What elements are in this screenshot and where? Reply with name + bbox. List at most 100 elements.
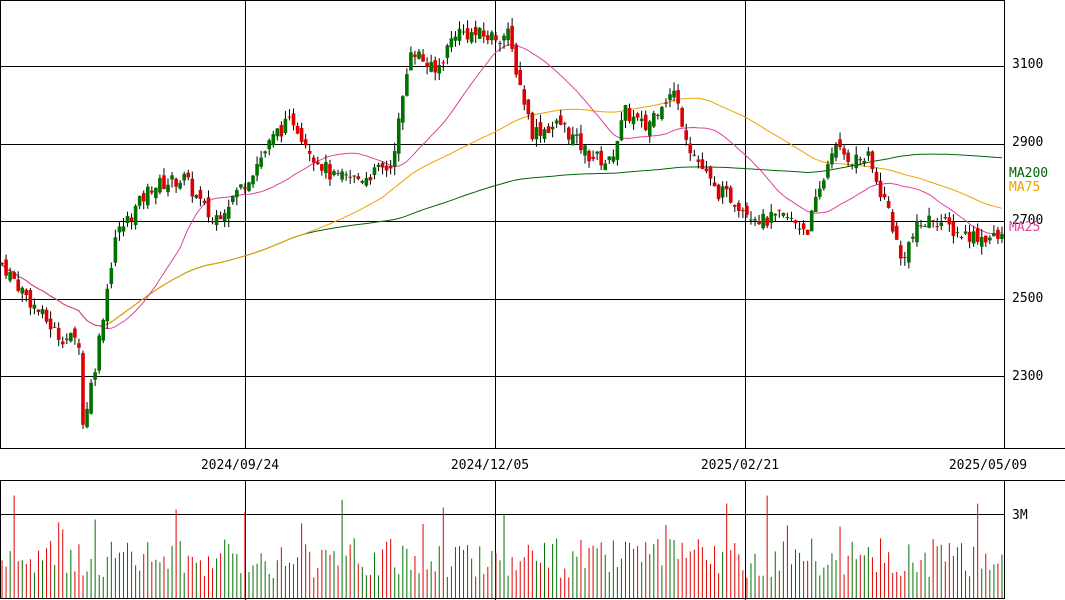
candle-body	[757, 220, 761, 225]
volume-panel-frame	[0, 480, 1005, 599]
candle-body	[4, 259, 8, 276]
candle-body	[60, 341, 65, 345]
candle-body	[490, 32, 494, 41]
candle-body	[117, 226, 122, 233]
candle-body	[688, 143, 693, 154]
candle-body	[749, 219, 753, 221]
candle-body	[623, 105, 628, 121]
volume-bars	[1, 495, 1003, 598]
candle-body	[36, 309, 41, 313]
candle-body	[680, 108, 684, 127]
candle-body	[267, 140, 272, 150]
candle-body	[97, 335, 101, 371]
candle-body	[935, 226, 940, 228]
candle-body	[554, 120, 559, 124]
candle-body	[996, 229, 1000, 239]
candle-body	[376, 164, 381, 167]
candle-body	[550, 126, 555, 130]
candle-body	[283, 118, 288, 133]
candle-body	[388, 166, 393, 169]
candle-body	[826, 164, 830, 178]
candle-body	[619, 120, 624, 141]
candle-body	[186, 172, 191, 178]
candle-body	[967, 231, 972, 242]
candle-body	[647, 121, 652, 136]
candle-body	[761, 213, 765, 229]
x-tick-label-2025-05-09: 2025/05/09	[949, 458, 1027, 473]
candle-body	[210, 221, 215, 223]
candle-body	[639, 118, 644, 122]
candle-body	[789, 217, 794, 219]
candle-body	[886, 200, 891, 208]
candle-body	[542, 129, 547, 139]
candle-body	[830, 153, 834, 165]
candle-body	[154, 187, 158, 199]
candle-body	[627, 108, 632, 122]
candle-body	[287, 116, 292, 118]
candle-body	[291, 113, 296, 126]
candle-body	[607, 156, 612, 160]
candle-body	[992, 232, 996, 237]
candle-body	[190, 178, 195, 197]
candle-body	[700, 159, 705, 170]
y-tick-label-2300: 2300	[1012, 369, 1043, 384]
y-tick-label-2700: 2700	[1012, 213, 1043, 228]
candle-body	[413, 54, 417, 57]
candle-body	[704, 168, 709, 172]
candle-body	[170, 175, 174, 180]
candle-body	[518, 70, 523, 86]
ma-line-ma25	[1, 44, 1003, 329]
candle-body	[983, 235, 988, 243]
candle-body	[81, 353, 85, 425]
candle-body	[777, 209, 782, 211]
candle-body	[979, 236, 984, 247]
candle-body	[461, 31, 466, 33]
candle-body	[437, 65, 442, 74]
candle-body	[571, 134, 575, 146]
candle-body	[514, 44, 518, 75]
candle-body	[315, 161, 320, 165]
candle-body	[668, 94, 672, 101]
candlesticks	[0, 18, 1004, 429]
candle-body	[226, 206, 231, 219]
candle-body	[40, 309, 45, 315]
candle-body	[93, 372, 97, 380]
candle-body	[0, 263, 4, 265]
candle-body	[728, 187, 733, 203]
candle-body	[822, 180, 826, 189]
candle-body	[255, 164, 259, 176]
candle-body	[579, 133, 583, 151]
candle-body	[64, 338, 69, 340]
candle-body	[158, 178, 162, 193]
candle-body	[425, 62, 429, 67]
candle-body	[724, 185, 729, 190]
candle-body	[445, 45, 450, 58]
candle-body	[911, 236, 915, 239]
candle-body	[951, 221, 956, 237]
candle-body	[862, 160, 867, 164]
candle-body	[332, 171, 336, 175]
candle-body	[340, 171, 344, 180]
candle-body	[360, 180, 365, 183]
candle-body	[773, 213, 778, 216]
candle-body	[919, 225, 923, 227]
candle-body	[797, 228, 802, 230]
candle-body	[129, 217, 134, 222]
candle-body	[652, 113, 656, 127]
candle-body	[732, 204, 737, 207]
candle-body	[178, 182, 182, 189]
candle-body	[486, 35, 490, 41]
candle-body	[28, 290, 33, 308]
candle-body	[279, 125, 284, 137]
candle-body	[741, 210, 745, 212]
candle-body	[562, 123, 567, 125]
candle-body	[781, 212, 786, 216]
candle-body	[805, 229, 810, 235]
y-tick-label-3100: 3100	[1012, 57, 1043, 72]
candle-body	[927, 215, 931, 228]
candle-body	[44, 309, 49, 322]
candle-body	[271, 134, 276, 146]
candle-body	[591, 156, 595, 160]
candle-body	[405, 74, 409, 96]
candle-body	[510, 25, 514, 49]
